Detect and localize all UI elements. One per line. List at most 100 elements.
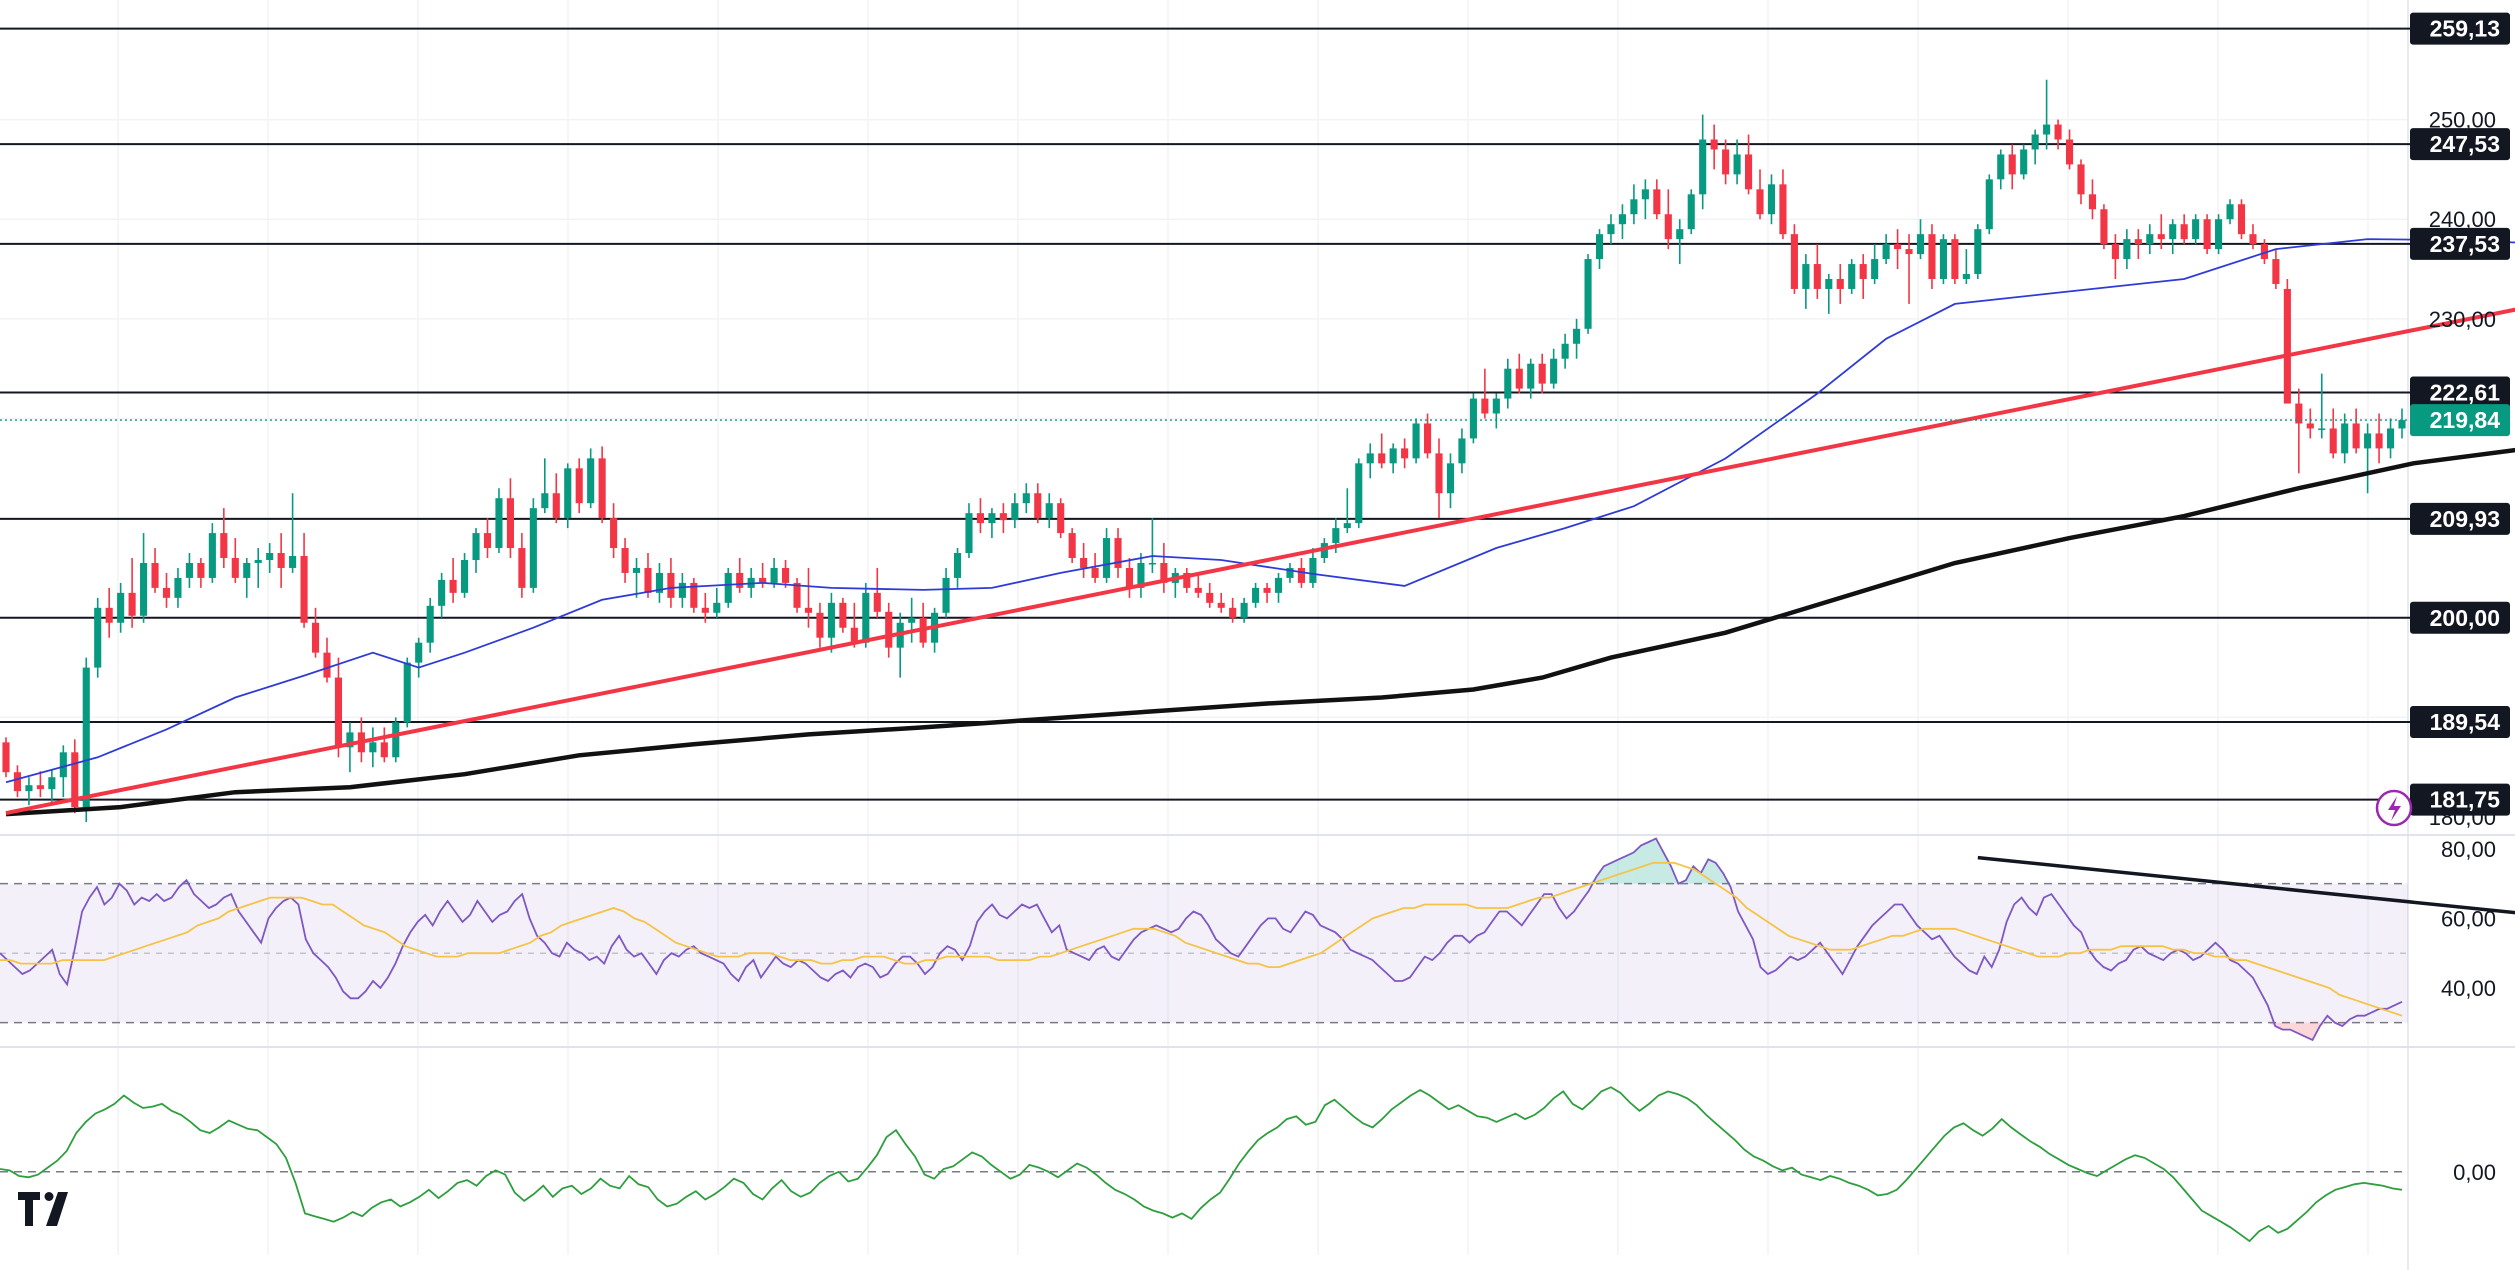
price-scale-tick: 230,00 (2429, 307, 2496, 332)
candle-body (621, 548, 629, 573)
candle-body (311, 622, 320, 653)
candle-body (483, 533, 492, 549)
alert-bolt-icon[interactable] (2375, 789, 2413, 827)
level-price-tag[interactable]: 200,00 (2410, 601, 2510, 634)
candle-body (1653, 189, 1661, 215)
candle-body (1252, 587, 1260, 603)
candle-body (1240, 602, 1248, 618)
candle-body (1068, 533, 1076, 558)
candle-body (117, 592, 125, 623)
candle-body (1148, 562, 1156, 565)
candle-body (426, 605, 434, 643)
price-axis[interactable]: 250,00240,00230,00180,00259,13247,53237,… (2410, 12, 2510, 1185)
candle-body (1882, 244, 1890, 260)
candle-body (2088, 194, 2097, 210)
rsi-panel[interactable] (0, 837, 2515, 1042)
candle-body (793, 582, 801, 608)
level-price-tag[interactable]: 181,75 (2410, 783, 2510, 816)
candle-body (208, 533, 216, 578)
last-price-tag[interactable]: 219,84 (2410, 404, 2510, 437)
level-tag-bg (2410, 128, 2510, 161)
candle-body (713, 602, 721, 613)
level-tag-label: 209,93 (2430, 506, 2500, 532)
candle-body (736, 572, 744, 588)
candle-body (461, 559, 469, 593)
candle-body (862, 592, 870, 643)
candle-body (1859, 264, 1867, 279)
candle-body (1194, 587, 1202, 593)
level-price-tag[interactable]: 222,61 (2410, 376, 2510, 409)
candle-body (2295, 403, 2303, 424)
candle-body (1114, 538, 1122, 568)
candle-body (1790, 234, 1798, 289)
level-tag-bg (2410, 12, 2510, 45)
level-price-tag[interactable]: 247,53 (2410, 128, 2510, 161)
candle-body (759, 577, 767, 583)
candle-body (2306, 423, 2314, 429)
candle-body (449, 579, 457, 593)
candle-body (1309, 557, 1317, 583)
candle-body (564, 468, 572, 519)
last-price-tag-bg (2410, 404, 2510, 437)
candle-body (2157, 234, 2165, 240)
candle-body (1504, 368, 1512, 399)
candle-body (529, 508, 537, 588)
candle-body (495, 498, 503, 549)
candle-body (185, 562, 193, 578)
price-trendline[interactable] (5, 261, 2515, 816)
candle-body (1974, 229, 1982, 275)
candle-body (2192, 219, 2200, 240)
candle-body (1538, 363, 1546, 384)
level-tag-label: 200,00 (2430, 605, 2500, 631)
candle-body (1985, 179, 1993, 230)
price-panel[interactable] (0, 27, 2515, 823)
level-price-tag[interactable]: 189,54 (2410, 706, 2510, 739)
candle-body (1332, 528, 1340, 544)
candle-body (277, 553, 285, 568)
candle-body (1779, 184, 1787, 235)
candle-body (1423, 423, 1432, 454)
level-price-tag[interactable]: 237,53 (2410, 227, 2510, 260)
level-tag-bg (2410, 601, 2510, 634)
candles (2, 79, 2406, 823)
candle-body (2180, 224, 2188, 240)
candle-body (2111, 244, 2119, 260)
candle-body (1573, 328, 1581, 344)
candle-body (1676, 229, 1684, 240)
candle-body (690, 582, 698, 608)
candle-body (1767, 184, 1776, 215)
candle-body (1997, 154, 2005, 180)
level-price-tag[interactable]: 259,13 (2410, 12, 2510, 45)
candle-body (518, 548, 526, 588)
rsi-signal-line (0, 861, 2403, 1017)
candle-body (1550, 358, 1558, 384)
rsi-trendline[interactable] (1977, 855, 2515, 938)
rsi-oversold-fill (2290, 1022, 2298, 1034)
candle-body (942, 577, 950, 613)
candle-body (1607, 224, 1615, 235)
candle-body (48, 777, 56, 790)
candle-body (632, 567, 641, 573)
candle-body (804, 607, 813, 613)
horizontal-levels[interactable] (0, 27, 2410, 801)
candle-body (1458, 438, 1466, 464)
oscillator-panel[interactable] (0, 1086, 2408, 1243)
candle-body (1366, 453, 1374, 464)
candle-body (655, 572, 664, 593)
candle-body (346, 732, 354, 748)
level-tag-label: 247,53 (2430, 131, 2500, 157)
candle-body (552, 493, 560, 519)
candle-body (2100, 209, 2108, 245)
candle-body (1962, 274, 1970, 279)
candle-body (1492, 398, 1500, 414)
candle-body (2341, 423, 2349, 454)
candle-body (873, 592, 881, 612)
candle-body (1412, 423, 1420, 459)
candle-body (1045, 503, 1053, 519)
support-trendline[interactable] (5, 261, 2515, 816)
candle-body (2169, 224, 2177, 240)
candle-body (678, 582, 686, 598)
level-tag-label: 181,75 (2430, 787, 2501, 813)
level-price-tag[interactable]: 209,93 (2410, 502, 2510, 535)
